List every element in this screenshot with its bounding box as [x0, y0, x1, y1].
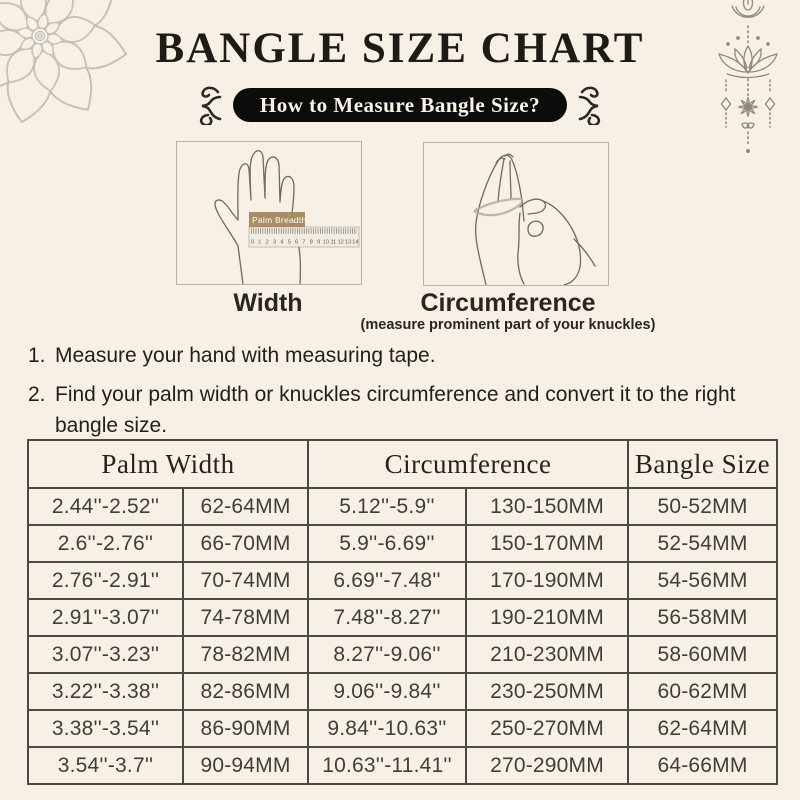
hand-with-ruler-icon: 0 1 2 3 4 5 6 7 8 9 10 11 12 13 14 Palm Breadth [214, 150, 360, 284]
step-text: Find your palm width or knuckles circumf… [55, 382, 736, 438]
ruler-number: 4 [280, 240, 283, 246]
table-header-row: Palm Width Circumference Bangle Size [26, 439, 779, 489]
table-row: 3.22''-3.38'' 82-86MM 9.06''-9.84'' 230-250… [27, 672, 779, 711]
table-row: 2.44''-2.52'' 62-64MM 5.12''-5.9'' 130-150M… [27, 487, 779, 526]
table-cell: 78-82MM [181, 635, 310, 674]
table-cell: 74-78MM [181, 598, 310, 637]
table-cell: 62-64MM [627, 709, 779, 748]
table-cell: 230-250MM [465, 672, 630, 711]
lotus-hanging-icon [718, 0, 778, 153]
ruler-numbers: 0 1 2 3 4 5 6 7 8 9 10 11 12 13 14 [251, 240, 359, 246]
table-cell: 3.38''-3.54'' [27, 709, 184, 748]
table-cell: 70-74MM [181, 561, 310, 600]
hand-measuring-tape-icon [473, 153, 596, 285]
width-caption: Width [233, 289, 303, 317]
ruler-number: 2 [266, 240, 269, 246]
page-title: BANGLE SIZE CHART [155, 25, 645, 72]
table-cell: 5.12''-5.9'' [307, 487, 468, 526]
table-cell: 190-210MM [465, 598, 630, 637]
table-cell: 86-90MM [181, 709, 310, 748]
instruction-step-2: 2. Find your palm width or knuckles circ… [28, 379, 753, 442]
table-cell: 250-270MM [465, 709, 630, 748]
table-cell: 82-86MM [181, 672, 310, 711]
ruler-label: Palm Breadth [252, 215, 306, 225]
ruler-number: 7 [302, 240, 305, 246]
table-row: 2.6''-2.76'' 66-70MM 5.9''-6.69'' 150-170MM… [27, 524, 779, 563]
table-cell: 150-170MM [465, 524, 630, 563]
table-cell: 2.6''-2.76'' [27, 524, 184, 563]
flourish-right-icon [578, 86, 601, 125]
ruler-number: 14 [352, 240, 358, 246]
flourish-left-icon [199, 86, 222, 125]
header-circumference: Circumference [307, 439, 630, 489]
header-palm-width: Palm Width [26, 439, 310, 489]
table-cell: 5.9''-6.69'' [307, 524, 468, 563]
table-row: 3.38''-3.54'' 86-90MM 9.84''-10.63'' 250-27… [27, 709, 779, 748]
table-row: 3.07''-3.23'' 78-82MM 8.27''-9.06'' 210-230… [27, 635, 779, 674]
table-cell: 60-62MM [627, 672, 779, 711]
table-cell: 62-64MM [181, 487, 310, 526]
table-cell: 52-54MM [627, 524, 779, 563]
ruler-number: 8 [310, 240, 313, 246]
circumference-illustration [423, 142, 609, 286]
table-cell: 270-290MM [465, 746, 630, 785]
table-cell: 2.44''-2.52'' [27, 487, 184, 526]
ruler-number: 10 [323, 240, 329, 246]
circumference-caption: Circumference (measure prominent part of… [358, 290, 658, 334]
instructions: 1. Measure your hand with measuring tape… [28, 340, 753, 449]
table-cell: 9.06''-9.84'' [307, 672, 468, 711]
table-cell: 7.48''-8.27'' [307, 598, 468, 637]
ruler-number: 0 [251, 240, 254, 246]
ruler: 0 1 2 3 4 5 6 7 8 9 10 11 12 13 14 Palm Breadth [248, 212, 360, 248]
table-cell: 6.69''-7.48'' [307, 561, 468, 600]
table-cell: 9.84''-10.63'' [307, 709, 468, 748]
table-cell: 130-150MM [465, 487, 630, 526]
size-table-body: 2.44''-2.52'' 62-64MM 5.12''-5.9'' 130-150M… [27, 487, 779, 785]
ruler-number: 5 [288, 240, 291, 246]
table-cell: 54-56MM [627, 561, 779, 600]
ruler-number: 6 [295, 240, 298, 246]
table-cell: 3.07''-3.23'' [27, 635, 184, 674]
step-text: Measure your hand with measuring tape. [55, 344, 436, 367]
table-cell: 210-230MM [465, 635, 630, 674]
circumference-caption-text: Circumference [420, 289, 596, 317]
header-bangle-size: Bangle Size [627, 439, 779, 489]
table-cell: 3.22''-3.38'' [27, 672, 184, 711]
table-row: 2.76''-2.91'' 70-74MM 6.69''-7.48'' 170-190… [27, 561, 779, 600]
ruler-number: 11 [330, 240, 336, 246]
mandala-flower-icon [0, 0, 128, 124]
how-to-banner: How to Measure Bangle Size? [232, 88, 568, 122]
ruler-number: 12 [338, 240, 344, 246]
how-to-banner-row: How to Measure Bangle Size? [0, 86, 800, 125]
width-illustration: 0 1 2 3 4 5 6 7 8 9 10 11 12 13 14 Palm Breadth [176, 141, 362, 285]
table-cell: 3.54''-3.7'' [27, 746, 184, 785]
table-cell: 66-70MM [181, 524, 310, 563]
table-cell: 8.27''-9.06'' [307, 635, 468, 674]
step-number: 2. [28, 382, 46, 406]
step-number: 1. [28, 344, 46, 367]
table-cell: 2.76''-2.91'' [27, 561, 184, 600]
table-cell: 2.91''-3.07'' [27, 598, 184, 637]
table-cell: 56-58MM [627, 598, 779, 637]
table-cell: 58-60MM [627, 635, 779, 674]
size-table: Palm Width Circumference Bangle Size 2.4… [26, 439, 779, 785]
circumference-note: (measure prominent part of your knuckles… [360, 317, 656, 333]
table-cell: 90-94MM [181, 746, 310, 785]
table-row: 3.54''-3.7'' 90-94MM 10.63''-11.41'' 270-29… [27, 746, 779, 785]
ruler-number: 13 [345, 240, 351, 246]
ruler-number: 3 [273, 240, 276, 246]
instruction-step-1: 1. Measure your hand with measuring tape… [28, 340, 753, 372]
table-cell: 170-190MM [465, 561, 630, 600]
table-row: 2.91''-3.07'' 74-78MM 7.48''-8.27'' 190-210… [27, 598, 779, 637]
table-cell: 64-66MM [627, 746, 779, 785]
ruler-number: 1 [258, 240, 261, 246]
table-cell: 50-52MM [627, 487, 779, 526]
table-cell: 10.63''-11.41'' [307, 746, 468, 785]
ruler-number: 9 [317, 240, 320, 246]
